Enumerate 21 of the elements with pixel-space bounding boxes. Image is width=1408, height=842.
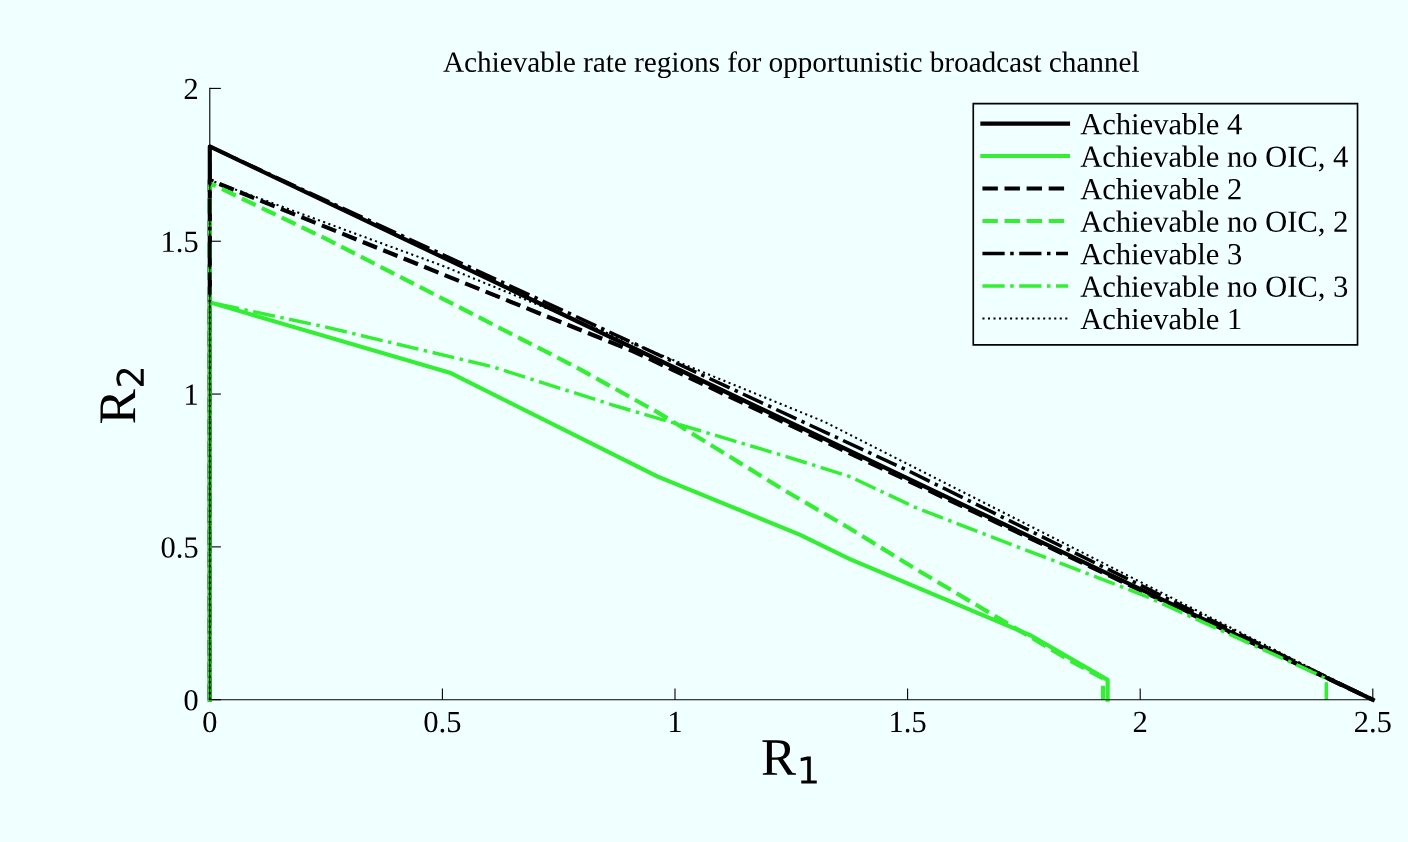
x-tick-label: 0.5 bbox=[424, 711, 461, 733]
legend-label: Achievable 1 bbox=[1080, 307, 1241, 330]
y-tick-label: 1.5 bbox=[163, 231, 198, 253]
x-tick-label: 1.5 bbox=[891, 711, 926, 733]
legend-label: Achievable no OIC, 4 bbox=[1080, 145, 1348, 172]
x-tick-label: 1 bbox=[670, 711, 681, 733]
y-tick-label: 0.5 bbox=[161, 537, 198, 558]
x-tick-label: 0 bbox=[203, 711, 217, 733]
x-tick-label: 2.5 bbox=[1355, 711, 1391, 733]
chart-title: Achievable rate regions for opportunistic broadcast channel bbox=[443, 51, 1139, 79]
legend-label: Achievable 2 bbox=[1080, 178, 1241, 200]
y-tick-label: 2 bbox=[184, 78, 197, 100]
x-tick-label: 2 bbox=[1133, 711, 1147, 733]
legend-label: Achievable 3 bbox=[1080, 242, 1242, 265]
legend-label: Achievable no OIC, 2 bbox=[1080, 210, 1347, 237]
y-tick-label: 1 bbox=[186, 384, 197, 405]
x-axis-title: R$_{1}$ bbox=[762, 740, 817, 784]
y-axis-title: R$_{2}$ bbox=[100, 368, 144, 423]
legend-label: Achievable 4 bbox=[1080, 113, 1242, 135]
legend-label: Achievable no OIC, 3 bbox=[1080, 275, 1348, 302]
y-tick-label: 0 bbox=[184, 689, 198, 711]
